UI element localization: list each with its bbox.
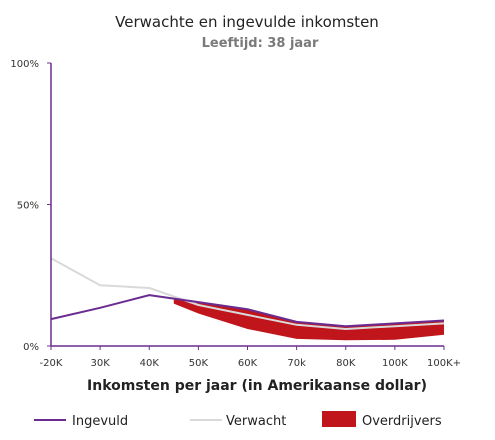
x-tick-label: 30K xyxy=(90,358,110,369)
x-tick-label: 100K xyxy=(382,358,408,369)
x-tick-label: 80K xyxy=(336,358,356,369)
x-axis-ticks: -20K 30K 40K 50K 60K 70k 80K 100K 100K+ xyxy=(40,346,461,369)
overdrijvers-area xyxy=(173,299,445,341)
legend-overdrijvers-label: Overdrijvers xyxy=(362,414,442,429)
series-line-verwacht xyxy=(50,257,445,330)
chart-title: Verwachte en ingevulde inkomsten xyxy=(115,13,379,31)
y-tick-label: 100% xyxy=(10,59,39,70)
legend: Ingevuld Verwacht Overdrijvers xyxy=(34,411,442,429)
x-axis-label: Inkomsten per jaar (in Amerikaanse dolla… xyxy=(87,378,427,394)
legend-overdrijvers-swatch xyxy=(322,411,356,427)
chart-subtitle: Leeftijd: 38 jaar xyxy=(202,36,319,51)
x-tick-label: 40K xyxy=(140,358,160,369)
legend-ingevuld-label: Ingevuld xyxy=(72,414,128,429)
x-tick-label: 100K+ xyxy=(427,358,461,369)
legend-verwacht-label: Verwacht xyxy=(226,414,286,429)
plot-area xyxy=(50,63,445,347)
series-line-ingevuld xyxy=(50,294,445,328)
y-axis-ticks: 0% 50% 100% xyxy=(10,59,51,353)
y-tick-label: 50% xyxy=(17,201,39,212)
x-tick-label: -20K xyxy=(40,358,63,369)
x-tick-label: 70k xyxy=(287,358,306,369)
y-tick-label: 0% xyxy=(23,342,39,353)
x-tick-label: 50K xyxy=(189,358,209,369)
x-tick-label: 60K xyxy=(238,358,258,369)
